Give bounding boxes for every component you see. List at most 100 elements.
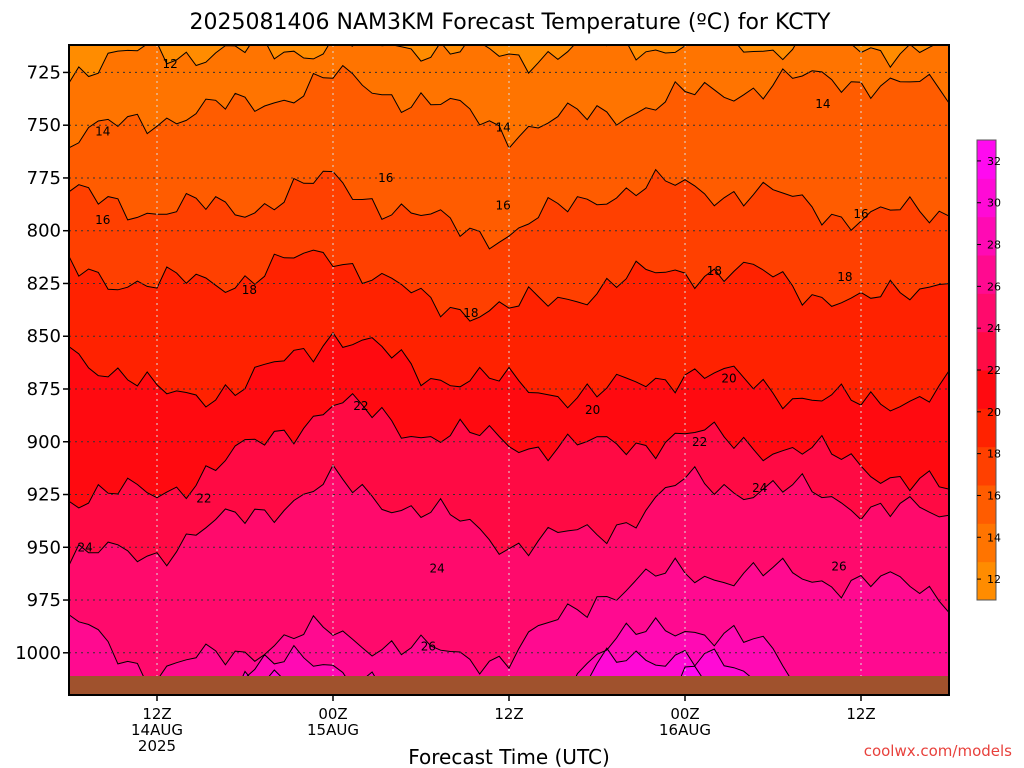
y-tick-label: 900 xyxy=(27,432,61,453)
contour-label: 20 xyxy=(721,371,736,385)
contour-label-text: 12 xyxy=(163,57,178,71)
colorbar-segment xyxy=(977,140,996,179)
contour-label: 16 xyxy=(378,171,393,185)
contour-label-text: 24 xyxy=(77,540,92,554)
contour-label: 26 xyxy=(831,559,846,573)
contour-label: 22 xyxy=(692,435,707,449)
contour-label: 14 xyxy=(95,125,110,139)
contour-label-text: 18 xyxy=(242,283,257,297)
colorbar-tick-label: 30 xyxy=(987,197,1001,210)
contour-label-text: 16 xyxy=(495,198,510,212)
y-axis: 725 750 775 800 825 850 875 900 925 950 975 1000 xyxy=(15,62,69,664)
colorbar-segment xyxy=(977,370,996,409)
isotherm-16 xyxy=(69,168,949,250)
contour-label-text: 22 xyxy=(353,399,368,413)
y-tick-label: 825 xyxy=(27,273,61,294)
contour-label: 16 xyxy=(495,198,510,212)
isotherm-24 xyxy=(69,464,949,567)
contour-label: 18 xyxy=(837,270,852,284)
contour-label-text: 16 xyxy=(95,213,110,227)
x-tick-label: 14AUG xyxy=(131,721,183,739)
y-tick-label: 800 xyxy=(27,221,61,242)
contour-label-text: 14 xyxy=(495,120,510,134)
y-tick-label: 950 xyxy=(27,537,61,558)
y-tick-label: 750 xyxy=(27,115,61,136)
contour-label: 16 xyxy=(95,213,110,227)
x-tick-label: 00Z xyxy=(318,705,347,723)
colorbar-tick-label: 24 xyxy=(987,322,1001,335)
colorbar-segment xyxy=(977,485,996,524)
colorbar-segment xyxy=(977,408,996,448)
credit-text[interactable]: coolwx.com/models xyxy=(864,742,1012,760)
contour-label-text: 16 xyxy=(853,207,868,221)
colorbar-tick-label: 20 xyxy=(987,406,1001,419)
contour-label: 24 xyxy=(77,540,92,554)
y-tick-label: 775 xyxy=(27,168,61,189)
isotherm-18 xyxy=(69,249,949,322)
contour-label: 24 xyxy=(752,481,767,495)
colorbar-tick-label: 22 xyxy=(987,364,1001,377)
grid-lines xyxy=(69,45,949,695)
contour-label: 24 xyxy=(429,561,444,575)
contour-label: 26 xyxy=(421,639,436,653)
colorbar-segment xyxy=(977,523,996,563)
x-tick-label: 16AUG xyxy=(659,721,711,739)
x-tick-label: 12Z xyxy=(846,705,875,723)
x-tick-label: 12Z xyxy=(142,705,171,723)
x-tick-label: 15AUG xyxy=(307,721,359,739)
contour-label-text: 18 xyxy=(463,306,478,320)
contour-label-text: 18 xyxy=(837,270,852,284)
colorbar-tick-label: 18 xyxy=(987,448,1001,461)
contour-label: 14 xyxy=(495,120,510,134)
y-tick-label: 875 xyxy=(27,379,61,400)
contour-label-text: 14 xyxy=(815,97,830,111)
colorbar: 12 14 16 18 20 22 24 26 28 30 32 xyxy=(976,139,1001,601)
contour-label-text: 22 xyxy=(196,492,211,506)
x-axis-label: Forecast Time (UTC) xyxy=(408,745,610,768)
contour-label-text: 24 xyxy=(429,561,444,575)
contour-label: 12 xyxy=(163,57,178,71)
colorbar-segment xyxy=(977,561,996,601)
contour-label-text: 20 xyxy=(585,403,600,417)
x-tick-label: 2025 xyxy=(138,737,176,755)
contour-label: 18 xyxy=(242,283,257,297)
colorbar-segment xyxy=(977,331,996,371)
isotherm-26 xyxy=(69,557,949,686)
colorbar-segment xyxy=(977,216,996,256)
colorbar-segment xyxy=(977,293,996,333)
y-tick-label: 850 xyxy=(27,326,61,347)
contour-label-text: 22 xyxy=(692,435,707,449)
contour-label: 18 xyxy=(463,306,478,320)
y-tick-label: 975 xyxy=(27,590,61,611)
contour-label: 14 xyxy=(815,97,830,111)
contour-label-text: 16 xyxy=(378,171,393,185)
contour-label-text: 26 xyxy=(421,639,436,653)
contour-label-text: 20 xyxy=(721,371,736,385)
colorbar-tick-label: 32 xyxy=(987,155,1001,168)
colorbar-tick-label: 16 xyxy=(987,489,1001,502)
colorbar-segment xyxy=(977,446,996,486)
contour-label-text: 14 xyxy=(95,125,110,139)
contour-label-text: 18 xyxy=(707,264,722,278)
colorbar-tick-label: 26 xyxy=(987,280,1001,293)
contour-label-text: 26 xyxy=(831,559,846,573)
ground-surface xyxy=(69,676,949,695)
y-tick-label: 725 xyxy=(27,62,61,83)
chart-title: 2025081406 NAM3KM Forecast Temperature (… xyxy=(190,10,831,35)
colorbar-tick-label: 28 xyxy=(987,239,1001,252)
y-tick-label: 925 xyxy=(27,485,61,506)
contour-label-text: 24 xyxy=(752,481,767,495)
temperature-fill-bands xyxy=(69,45,949,695)
isotherm-lines xyxy=(69,45,949,695)
contour-label: 20 xyxy=(585,403,600,417)
contour-labels: 12 14 14 14 16 16 16 16 18 18 18 18 20 20 22 22 22 24 24 24… xyxy=(77,57,868,653)
colorbar-tick-label: 14 xyxy=(987,531,1001,544)
x-tick-label: 00Z xyxy=(670,705,699,723)
contour-label: 22 xyxy=(196,492,211,506)
contour-label: 22 xyxy=(353,399,368,413)
contour-label: 16 xyxy=(853,207,868,221)
y-tick-label: 1000 xyxy=(15,643,61,664)
colorbar-segment xyxy=(977,178,996,218)
